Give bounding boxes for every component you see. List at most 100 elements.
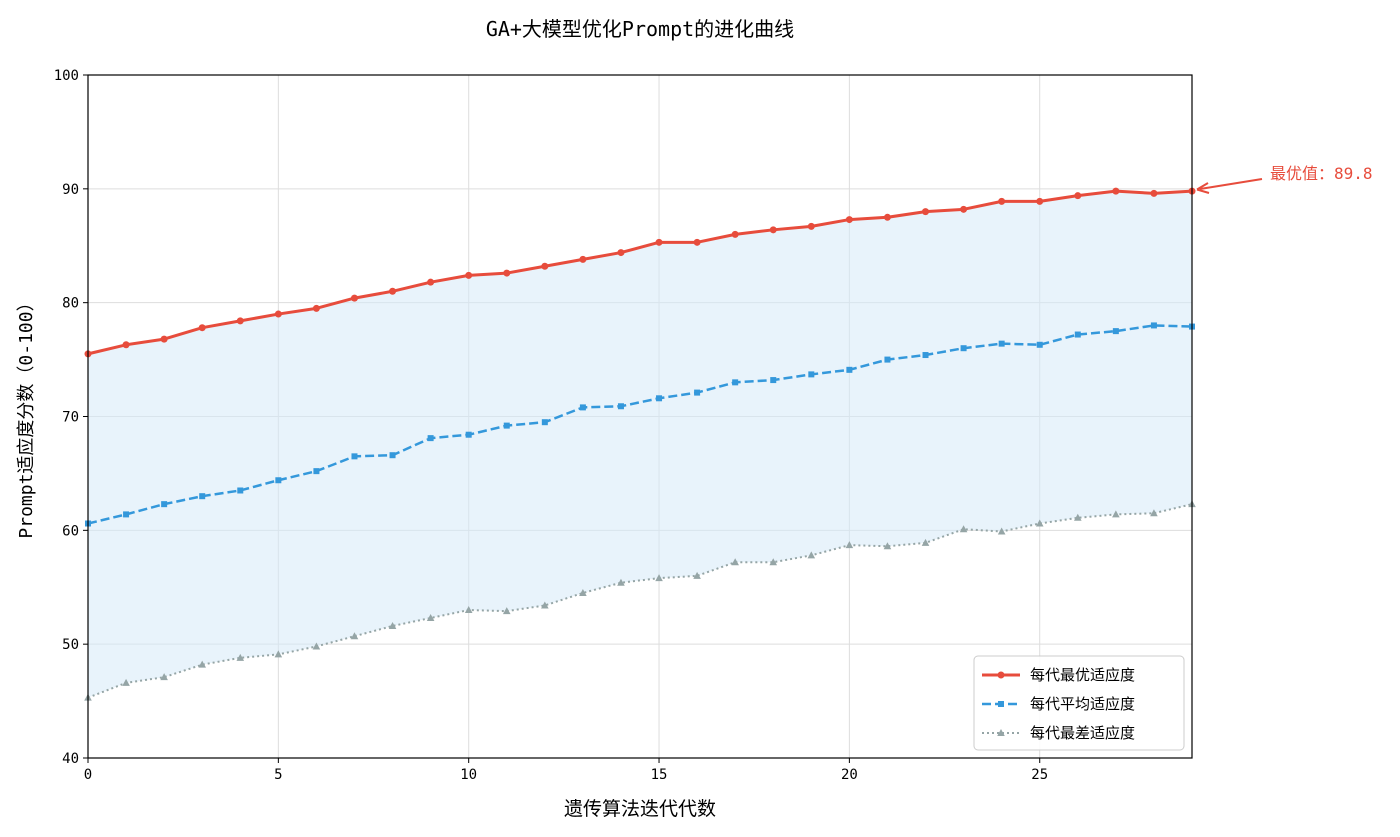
data-point [959, 525, 968, 533]
data-point [922, 208, 930, 216]
data-point [465, 431, 472, 438]
data-point [160, 673, 168, 681]
data-point [1150, 509, 1158, 517]
data-point [883, 213, 891, 221]
x-tick-label: 10 [460, 767, 477, 783]
data-point [161, 501, 168, 508]
data-point [541, 601, 549, 609]
data-point [313, 468, 320, 475]
data-point [388, 621, 397, 629]
data-point [845, 216, 853, 224]
data-point [769, 226, 777, 234]
x-tick-label: 0 [84, 767, 92, 783]
data-point [656, 395, 663, 402]
data-point [122, 678, 130, 686]
data-point [1073, 513, 1082, 521]
data-point [312, 642, 321, 650]
y-tick-label: 50 [62, 637, 79, 653]
data-point [465, 271, 473, 279]
data-point [884, 356, 891, 363]
data-point [579, 588, 587, 596]
legend-label: 每代最差适应度 [1030, 724, 1135, 742]
data-point [769, 558, 778, 566]
data-point [1112, 328, 1119, 335]
data-point [655, 238, 663, 246]
data-point [998, 340, 1005, 347]
legend-marker [997, 671, 1005, 679]
data-point [883, 542, 892, 550]
data-point [236, 317, 244, 325]
data-point [770, 377, 777, 384]
annotation-arrowhead [1196, 182, 1210, 194]
data-point [427, 435, 434, 442]
data-point [351, 453, 358, 460]
data-point [1150, 189, 1158, 197]
data-point [312, 304, 320, 312]
annotation-text: 最优值：89.8 [1270, 164, 1373, 183]
data-point [960, 345, 967, 352]
x-tick-label: 5 [274, 767, 282, 783]
data-point [693, 238, 701, 246]
data-point [731, 230, 739, 238]
data-point [275, 477, 282, 484]
x-axis-label: 遗传算法迭代代数 [564, 798, 716, 820]
data-point [198, 660, 207, 668]
legend-label: 每代平均适应度 [1030, 695, 1135, 713]
data-point [960, 205, 968, 213]
x-tick-label: 15 [651, 767, 668, 783]
data-point [236, 653, 245, 661]
data-point [846, 366, 853, 373]
data-point [237, 487, 244, 494]
data-point [503, 422, 510, 429]
data-point [579, 255, 587, 263]
series-line [87, 324, 1193, 525]
y-tick-label: 80 [62, 296, 79, 312]
data-point [807, 551, 816, 559]
data-point [123, 511, 130, 518]
legend-label: 每代最优适应度 [1030, 666, 1135, 684]
y-tick-label: 60 [62, 523, 79, 539]
data-point [845, 541, 854, 549]
data-point [1035, 519, 1044, 527]
data-point [389, 452, 396, 459]
y-tick-label: 70 [62, 410, 79, 426]
data-point [541, 262, 549, 270]
data-point [1074, 192, 1082, 200]
chart-title: GA+大模型优化Prompt的进化曲线 [486, 17, 794, 41]
y-tick-label: 40 [62, 751, 79, 767]
data-point [464, 606, 473, 614]
annotation: 最优值：89.8 [1196, 164, 1373, 194]
data-point [1074, 331, 1081, 338]
series-2 [84, 500, 1196, 701]
data-point [617, 578, 625, 586]
data-point [617, 403, 624, 410]
data-point [274, 310, 282, 318]
data-point [655, 574, 663, 582]
data-point [389, 287, 397, 295]
data-point [350, 632, 359, 640]
data-point [808, 371, 815, 378]
annotation-arrow [1199, 178, 1263, 190]
data-point [1112, 510, 1120, 518]
data-point [694, 389, 701, 396]
data-point [426, 613, 435, 621]
data-point [1112, 187, 1120, 195]
ticks: 0 5 10 15 20 25 40 50 60 70 80 90 100 [54, 68, 1048, 783]
x-tick-label: 25 [1031, 767, 1048, 783]
data-point [1150, 322, 1157, 329]
data-point [731, 558, 739, 566]
data-point [579, 404, 586, 411]
data-point [997, 527, 1006, 535]
data-point [160, 335, 168, 343]
data-point [922, 352, 929, 359]
legend-box [973, 655, 1185, 751]
x-tick-label: 20 [841, 767, 858, 783]
data-point [617, 249, 625, 257]
data-point [1036, 197, 1044, 205]
fill-between-area [88, 191, 1192, 698]
series-0 [84, 187, 1196, 358]
y-axis-label: Prompt适应度分数（0-100） [16, 293, 37, 538]
data-point [732, 379, 739, 386]
